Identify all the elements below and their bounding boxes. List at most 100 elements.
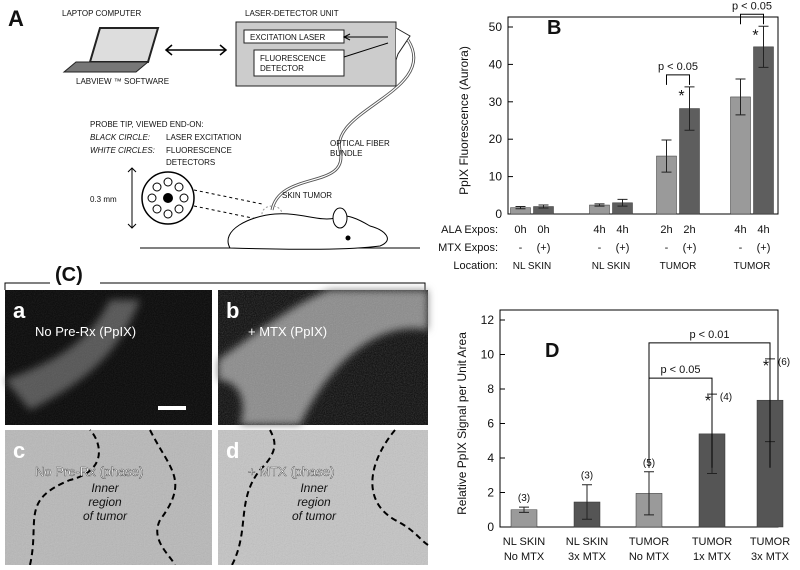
dash-line [193,189,263,221]
x-tick-label: - [739,242,743,254]
sub-label: a [13,298,26,323]
label: LABVIEW ™ SOFTWARE [76,77,169,86]
y-tick-label: 6 [487,417,494,431]
x-tick-label: 3x MTX [751,551,790,563]
significance-star: * [678,88,684,105]
x-tick-label: 4h [757,224,769,236]
bar [753,46,774,215]
y-tick-label: 2 [487,486,494,500]
error-bar [538,204,549,209]
mouse-ear [332,207,348,229]
laptop-base [62,61,150,73]
x-tick-label: 2h [660,224,672,236]
panel-a: A LAPTOP COMPUTER LABVIEW ™ SOFTWARE LAS… [8,6,420,250]
error-bar [594,203,605,207]
y-tick-label: 10 [481,348,495,362]
annotation: p < 0.01 [689,329,729,341]
error-bar [617,198,628,207]
error-bar [661,139,672,173]
label: BLACK CIRCLE: [90,133,150,142]
significance-bracket [666,74,690,85]
x-tick-label: 1x MTX [693,551,732,563]
x-tick-label: - [665,242,669,254]
error-bar [758,25,769,68]
sub-label: b [226,298,239,323]
row-label: MTX Expos: [438,242,498,254]
y-tick-label: 0 [495,207,502,221]
region-label: of tumor [292,509,337,523]
detector-box [253,49,345,77]
y-axis-label: Relative PpIX Signal per Unit Area [455,332,469,515]
region-label: region [297,495,331,509]
label: 0.3 mm [90,195,117,204]
label: SKIN TUMOR [282,191,332,200]
sub-label: c [13,438,25,463]
row-label: ALA Expos: [441,224,498,236]
x-tick-label: NL SKIN [592,261,631,272]
label: OPTICAL FIBER [330,139,390,148]
x-tick-label: 3x MTX [568,551,607,563]
x-tick-label: (+) [757,242,771,254]
label: EXCITATION LASER [250,33,325,42]
caption: + MTX (PpIX) [248,324,327,339]
image-a [5,290,212,425]
x-tick-label: TUMOR [750,536,790,548]
label: FLUORESCENCE [260,54,326,63]
significance-star: * [705,393,711,410]
error-bar [582,484,592,520]
image-c [5,429,212,566]
significance-star: * [752,27,758,44]
bracket [4,282,426,290]
mouse [227,213,388,250]
region-label: of tumor [83,509,128,523]
region-label: Inner [91,481,119,495]
x-tick-label: NL SKIN [513,261,552,272]
caption: No Pre-Rx (phase) [35,464,143,479]
error-bar [519,506,529,513]
significance-star: * [763,358,769,375]
plot-frame [507,16,779,215]
panel-label: (C) [55,264,83,286]
annotation: p < 0.05 [660,364,700,376]
x-tick-label: TUMOR [734,261,771,272]
label-bg [50,262,100,286]
error-bar [684,86,695,131]
label: PROBE TIP, VIEWED END-ON: [90,120,204,129]
annotation: p < 0.05 [658,61,698,73]
n-label: (3) [518,493,530,504]
label: LASER-DETECTOR UNIT [245,9,339,18]
y-tick-label: 30 [489,95,503,109]
x-tick-label: (+) [683,242,697,254]
label: DETECTOR [260,64,304,73]
x-tick-label: 4h [616,224,628,236]
n-label: (6) [778,357,790,368]
x-tick-label: 0h [537,224,549,236]
probe-tip [141,171,195,225]
x-tick-label: (+) [537,242,551,254]
label: DETECTORS [166,158,215,167]
label: LAPTOP COMPUTER [62,9,142,18]
y-axis-label: PpIX Fluorescence (Aurora) [457,46,471,195]
y-tick-label: 10 [489,170,503,184]
label: FLUORESCENCE [166,146,232,155]
label: WHITE CIRCLES: [90,146,155,155]
label: BUNDLE [330,149,362,158]
y-tick-label: 20 [489,132,503,146]
significance-bracket [648,342,771,468]
row-label: Location: [453,260,498,272]
significance-bracket [740,13,764,25]
error-bar [515,206,526,210]
sub-label: d [226,438,239,463]
caption: No Pre-Rx (PpIX) [35,324,136,339]
x-tick-label: 4h [593,224,605,236]
x-tick-label: - [519,242,523,254]
y-tick-label: 8 [487,382,494,396]
x-tick-label: No MTX [629,551,670,563]
caption: + MTX (phase) [248,464,334,479]
x-tick-label: - [598,242,602,254]
x-tick-label: No MTX [504,551,545,563]
arrow [342,33,389,58]
fiber [271,39,415,211]
